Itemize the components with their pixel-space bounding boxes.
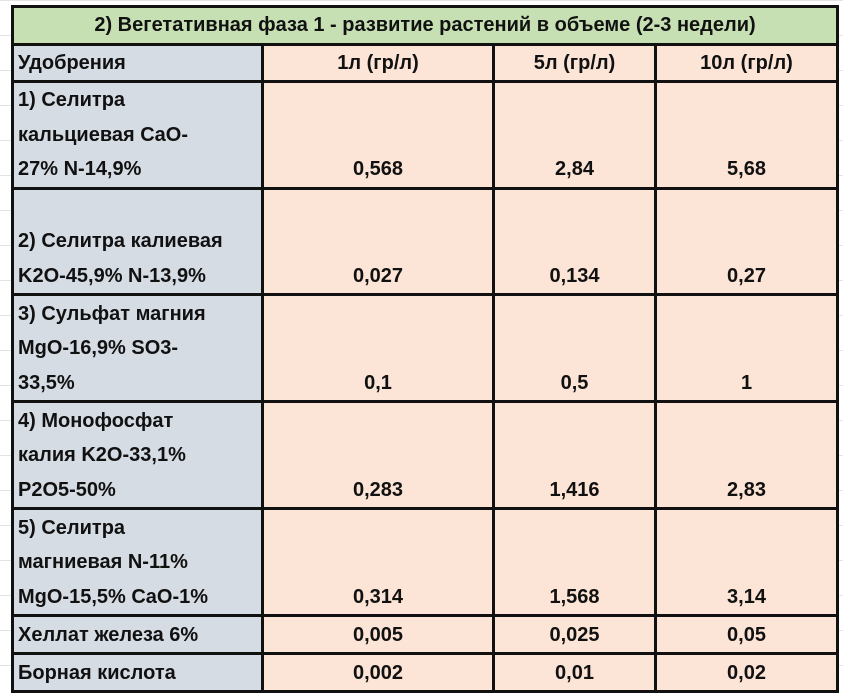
dose-cell[interactable]: 0,05 [654,614,839,655]
fertilizer-name[interactable]: 5) Селитра магниевая N-11% MgO-15,5% CaO… [11,507,264,617]
dose-cell[interactable]: 0,283 [261,400,495,510]
dose-cell[interactable]: 3,14 [654,507,839,617]
fertilizer-table: 2) Вегетативная фаза 1 - развитие растен… [11,5,839,693]
dose-cell[interactable]: 0,01 [492,652,657,693]
header-1l[interactable]: 1л (гр/л) [261,42,495,83]
table-row: 5) Селитра магниевая N-11% MgO-15,5% CaO… [11,507,839,617]
table-row: 1) Селитра кальциевая CaO- 27% N-14,9% 0,… [11,80,839,190]
dose-cell[interactable]: 0,027 [261,186,495,296]
fertilizer-name[interactable]: 1) Селитра кальциевая CaO- 27% N-14,9% [11,80,264,190]
dose-cell[interactable]: 0,005 [261,614,495,655]
dose-cell[interactable]: 0,27 [654,186,839,296]
dose-cell[interactable]: 1,568 [492,507,657,617]
table-title[interactable]: 2) Вегетативная фаза 1 - развитие растен… [11,5,839,46]
table-row: 4) Монофосфат калия K2O-33,1% P2O5-50% 0,… [11,400,839,510]
dose-cell[interactable]: 1 [654,293,839,403]
dose-cell[interactable]: 0,1 [261,293,495,403]
header-5l[interactable]: 5л (гр/л) [492,42,657,83]
dose-cell[interactable]: 0,314 [261,507,495,617]
table-row: 2) Селитра калиевая K2O-45,9% N-13,9% 0,0… [11,186,839,296]
table-row: 3) Сульфат магния MgO-16,9% SO3- 33,5% 0,… [11,293,839,403]
dose-cell[interactable]: 2,84 [492,80,657,190]
fertilizer-name[interactable]: Борная кислота [11,652,264,693]
dose-cell[interactable]: 0,134 [492,186,657,296]
dose-cell[interactable]: 0,025 [492,614,657,655]
dose-cell[interactable]: 2,83 [654,400,839,510]
dose-cell[interactable]: 0,002 [261,652,495,693]
fertilizer-name[interactable]: 2) Селитра калиевая K2O-45,9% N-13,9% [11,186,264,296]
header-fertilizer[interactable]: Удобрения [11,42,264,83]
fertilizer-name[interactable]: 3) Сульфат магния MgO-16,9% SO3- 33,5% [11,293,264,403]
dose-cell[interactable]: 0,568 [261,80,495,190]
table-row: Борная кислота 0,002 0,01 0,02 [11,652,839,693]
table-row: Хеллат железа 6% 0,005 0,025 0,05 [11,614,839,655]
fertilizer-name[interactable]: 4) Монофосфат калия K2O-33,1% P2O5-50% [11,400,264,510]
header-row: Удобрения 1л (гр/л) 5л (гр/л) 10л (гр/л) [11,42,839,83]
dose-cell[interactable]: 0,02 [654,652,839,693]
dose-cell[interactable]: 1,416 [492,400,657,510]
fertilizer-name[interactable]: Хеллат железа 6% [11,614,264,655]
dose-cell[interactable]: 5,68 [654,80,839,190]
header-10l[interactable]: 10л (гр/л) [654,42,839,83]
dose-cell[interactable]: 0,5 [492,293,657,403]
